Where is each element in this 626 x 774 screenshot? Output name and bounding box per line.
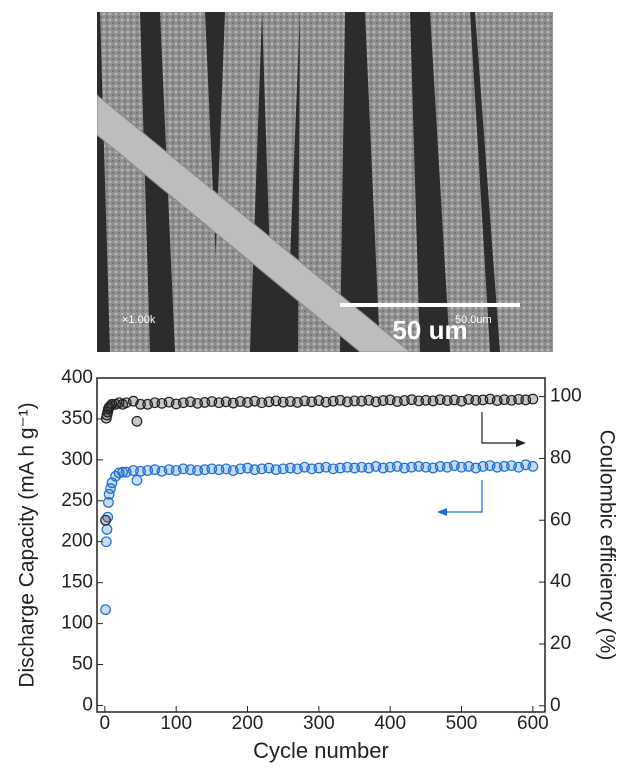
- y2-tick-label: 0: [550, 695, 561, 716]
- y2-tick-label: 40: [550, 571, 571, 592]
- y2-tick-label: 60: [550, 509, 571, 530]
- y-tick-label: 150: [61, 572, 93, 593]
- y-tick-label: 350: [61, 408, 93, 429]
- annotation-arrows: [437, 412, 526, 516]
- data-point: [100, 536, 112, 548]
- y-axis-label: Discharge Capacity (mA h g⁻¹): [16, 402, 39, 687]
- y2-tick-label: 80: [550, 447, 571, 468]
- data-point: [527, 393, 539, 405]
- data-point: [100, 514, 111, 526]
- y2-tick-label: 100: [550, 386, 582, 407]
- x-tick-label: 0: [100, 713, 111, 734]
- scale-small: 50.0um: [455, 314, 492, 326]
- y2-tick-label: 20: [550, 633, 571, 654]
- y-tick-label: 0: [82, 694, 93, 715]
- y-tick-label: 100: [61, 613, 93, 634]
- scale-bar-label: 50 um: [392, 315, 467, 345]
- y-tick-label: 400: [61, 367, 93, 388]
- data-point: [100, 604, 111, 616]
- x-axis-label: Cycle number: [253, 738, 389, 763]
- x-tick-label: 300: [303, 713, 335, 734]
- data-point: [131, 415, 143, 427]
- y-tick-label: 50: [72, 654, 93, 675]
- magnification: ×1.00k: [122, 314, 156, 326]
- data-point: [101, 524, 113, 535]
- plot-frame: [96, 377, 546, 713]
- y-tick-label: 300: [61, 449, 93, 470]
- data-point: [103, 497, 114, 508]
- y2-axis-label: Coulombic efficiency (%): [595, 430, 618, 661]
- y-tick-label: 250: [61, 490, 93, 511]
- x-tick-label: 600: [517, 713, 549, 734]
- data-point: [117, 466, 129, 478]
- sem-image: ×1.00k 50.0um 50 um: [97, 12, 553, 352]
- x-tick-label: 400: [374, 713, 406, 734]
- data-point: [527, 461, 539, 472]
- x-tick-label: 500: [446, 713, 478, 734]
- x-tick-label: 100: [160, 713, 192, 734]
- x-tick-label: 200: [232, 713, 264, 734]
- y-tick-label: 200: [61, 531, 93, 552]
- data-point: [131, 474, 143, 486]
